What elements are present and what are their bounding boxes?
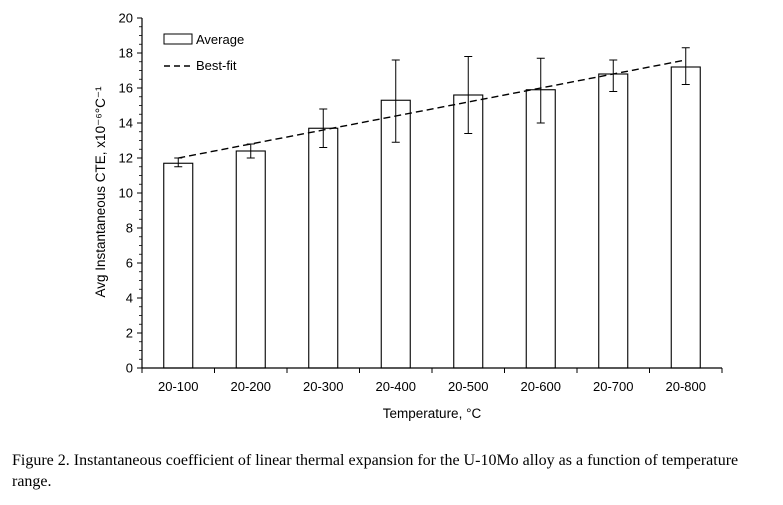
y-tick-label-16: 16 <box>119 81 133 96</box>
best-fit-line <box>178 59 686 159</box>
bar-20-700 <box>598 73 629 369</box>
x-tick-label-20-500: 20-500 <box>448 379 488 394</box>
y-tick-label-0: 0 <box>126 361 133 376</box>
x-tick-label-20-800: 20-800 <box>666 379 706 394</box>
legend-label-best-fit: Best-fit <box>196 58 237 73</box>
best-fit-layer <box>178 59 686 159</box>
x-tick-label-20-700: 20-700 <box>593 379 633 394</box>
error-bars-layer <box>174 47 690 168</box>
y-tick-label-6: 6 <box>126 256 133 271</box>
legend-swatch-average <box>163 33 193 45</box>
bar-20-100 <box>163 162 194 369</box>
bar-20-300 <box>308 127 339 369</box>
bar-20-500 <box>453 94 484 369</box>
y-tick-label-14: 14 <box>119 116 133 131</box>
chart: 0 2 4 6 8 10 12 14 16 18 20 20-100 20-200 20-300 20-40… <box>93 11 723 421</box>
bar-20-200 <box>235 150 266 369</box>
x-tick-label-20-200: 20-200 <box>231 379 271 394</box>
y-tick-label-10: 10 <box>119 186 133 201</box>
bar-20-800 <box>670 66 701 369</box>
x-tick-label-20-600: 20-600 <box>521 379 561 394</box>
x-tick-label-20-300: 20-300 <box>303 379 343 394</box>
x-tick-label-20-100: 20-100 <box>158 379 198 394</box>
bar-20-600 <box>525 89 556 369</box>
bars-layer <box>163 66 701 369</box>
figure-caption: Figure 2. Instantaneous coefficient of l… <box>12 452 739 490</box>
y-axis-title: Avg Instantaneous CTE, x10⁻⁶°C⁻¹ <box>93 86 108 298</box>
y-tick-label-12: 12 <box>119 151 133 166</box>
legend-label-average: Average <box>196 32 244 47</box>
x-axis-title: Temperature, °C <box>383 406 482 421</box>
legend: Average Best-fit <box>163 32 244 73</box>
y-tick-label-20: 20 <box>119 11 133 26</box>
y-tick-label-2: 2 <box>126 326 133 341</box>
x-tick-label-20-400: 20-400 <box>376 379 416 394</box>
y-tick-label-18: 18 <box>119 46 133 61</box>
y-tick-label-4: 4 <box>126 291 133 306</box>
bar-20-400 <box>380 99 411 369</box>
y-tick-label-8: 8 <box>126 221 133 236</box>
axes-layer: 0 2 4 6 8 10 12 14 16 18 20 20-100 20-200 20-300 20-40… <box>119 11 723 394</box>
